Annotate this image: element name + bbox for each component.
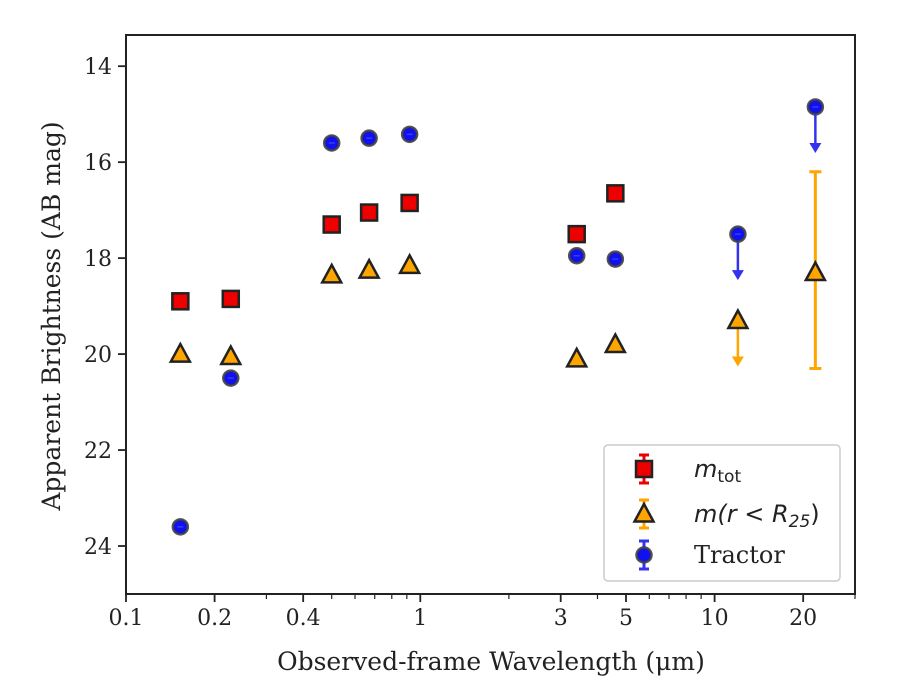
y-axis-label: Apparent Brightness (AB mag) [37, 121, 66, 511]
data-point-triangle [603, 331, 627, 354]
x-axis-label: Observed-frame Wavelength (μm) [277, 647, 705, 676]
data-point-triangle [565, 346, 589, 368]
data-point-triangle [398, 252, 422, 275]
y-tick-label: 22 [84, 439, 112, 464]
data-point-triangle [219, 343, 243, 366]
plot-frame [125, 34, 856, 595]
x-tick-label: 0.4 [286, 606, 321, 631]
legend-marker-circle [635, 546, 653, 564]
plot-area [168, 98, 827, 536]
data-point-square [171, 292, 190, 311]
x-tick-label: 3 [554, 606, 568, 631]
y-tick-label: 18 [84, 247, 112, 272]
data-point-square [322, 215, 341, 234]
data-point-triangle [320, 262, 344, 284]
x-tick-label: 0.1 [109, 606, 144, 631]
data-point-square [606, 184, 625, 203]
legend-label: m(r < R25) [694, 500, 820, 532]
x-tick-label: 0.2 [197, 606, 232, 631]
x-tick-label: 10 [701, 606, 729, 631]
series-circle [171, 98, 825, 536]
x-tick-label: 20 [789, 606, 817, 631]
data-point-triangle [803, 259, 827, 282]
data-point-square [359, 203, 379, 222]
legend-box [603, 444, 841, 582]
data-point-triangle [168, 341, 192, 363]
y-tick-label: 24 [84, 535, 112, 560]
series-triangle [168, 170, 827, 370]
y-tick-label: 16 [84, 151, 112, 176]
x-tick-label: 5 [619, 606, 633, 631]
data-point-square [221, 289, 241, 309]
data-point-triangle [357, 257, 381, 279]
x-tick-label: 1 [413, 606, 427, 631]
y-tick-label: 14 [84, 55, 112, 80]
series-square [171, 184, 625, 311]
data-point-triangle [726, 307, 750, 330]
legend: mtot m(r < R25) Tractor [603, 444, 841, 582]
legend-label: Tractor [694, 541, 785, 569]
y-tick-label: 20 [84, 343, 112, 368]
legend-label: mtot [694, 455, 741, 487]
data-point-square [567, 224, 586, 244]
legend-marker-triangle [632, 501, 656, 523]
legend-marker-square [634, 459, 654, 479]
axes: 0.1 0.2 0.4 1 3 5 10 20 14 16 18 20 22 24 [84, 34, 856, 631]
data-point-square [400, 193, 419, 213]
